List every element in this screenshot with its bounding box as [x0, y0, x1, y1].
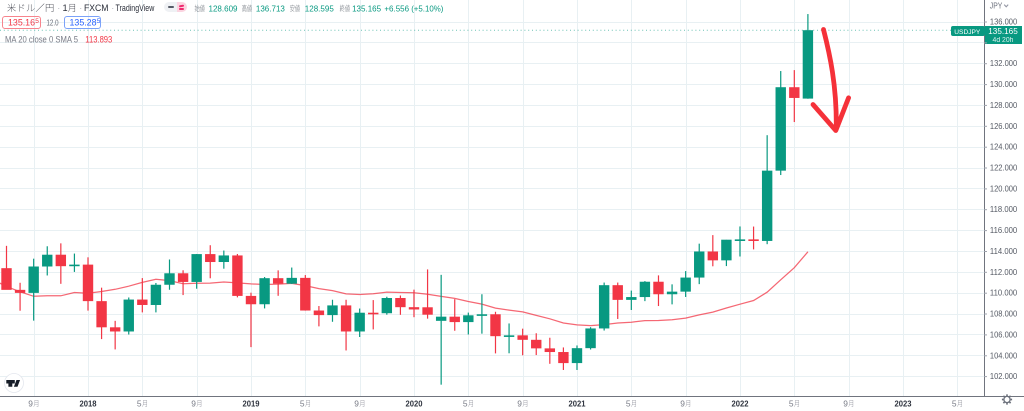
svg-text:5: 5: [97, 18, 101, 25]
svg-text:9: 9: [354, 398, 359, 408]
svg-text:TradingView: TradingView: [116, 3, 155, 13]
svg-text:126.000: 126.000: [990, 121, 1018, 131]
svg-text:9: 9: [517, 398, 522, 408]
svg-text:110.000: 110.000: [990, 288, 1018, 298]
svg-text:120.000: 120.000: [990, 183, 1018, 193]
svg-text:2018: 2018: [80, 398, 97, 408]
svg-text:5: 5: [300, 398, 305, 408]
svg-text:·: ·: [79, 3, 82, 13]
svg-text:116.000: 116.000: [990, 225, 1018, 235]
svg-text:102.000: 102.000: [990, 371, 1018, 381]
svg-text:5: 5: [789, 398, 794, 408]
svg-text:135.28: 135.28: [70, 18, 97, 28]
svg-text:FXCM: FXCM: [84, 3, 109, 13]
svg-text:104.000: 104.000: [990, 350, 1018, 360]
svg-text:9: 9: [843, 398, 848, 408]
svg-text:135.165: 135.165: [988, 26, 1018, 36]
svg-text:(+5.10%): (+5.10%): [411, 4, 443, 13]
svg-text:128.000: 128.000: [990, 100, 1018, 110]
svg-text:128.609: 128.609: [209, 4, 238, 13]
svg-text:9: 9: [28, 398, 33, 408]
svg-text:9: 9: [191, 398, 196, 408]
svg-text:122.000: 122.000: [990, 163, 1018, 173]
svg-text:135.16: 135.16: [8, 18, 35, 28]
svg-text:5: 5: [35, 18, 39, 25]
svg-text:5: 5: [626, 398, 631, 408]
svg-text:1: 1: [63, 3, 68, 13]
svg-text:4d 20h: 4d 20h: [993, 37, 1014, 44]
svg-text:2020: 2020: [406, 398, 423, 408]
svg-text:108.000: 108.000: [990, 309, 1018, 319]
svg-text:MA 20 close 0 SMA 5: MA 20 close 0 SMA 5: [5, 34, 78, 44]
svg-text:5: 5: [952, 398, 957, 408]
svg-text:9: 9: [680, 398, 685, 408]
svg-text:2023: 2023: [895, 398, 912, 408]
svg-text:136.713: 136.713: [256, 4, 285, 13]
svg-text:2022: 2022: [732, 398, 749, 408]
svg-text:130.000: 130.000: [990, 79, 1018, 89]
svg-text:135.165: 135.165: [352, 4, 381, 13]
svg-text:112.000: 112.000: [990, 267, 1018, 277]
svg-text:136.000: 136.000: [990, 17, 1018, 27]
svg-text:USDJPY: USDJPY: [954, 29, 980, 36]
svg-text:·: ·: [57, 3, 60, 13]
svg-text:JPY: JPY: [990, 1, 1003, 10]
svg-text:114.000: 114.000: [990, 246, 1018, 256]
svg-text:118.000: 118.000: [990, 204, 1018, 214]
svg-text:+6.556: +6.556: [384, 4, 409, 13]
svg-text:2021: 2021: [569, 398, 586, 408]
svg-text:128.595: 128.595: [305, 4, 334, 13]
svg-text:5: 5: [137, 398, 142, 408]
svg-text:5: 5: [463, 398, 468, 408]
svg-text:106.000: 106.000: [990, 329, 1018, 339]
svg-text:132.000: 132.000: [990, 58, 1018, 68]
svg-text:2019: 2019: [243, 398, 260, 408]
svg-text:113.893: 113.893: [85, 34, 112, 44]
svg-text:·: ·: [111, 3, 114, 13]
svg-text:12.0: 12.0: [47, 18, 59, 28]
svg-text:124.000: 124.000: [990, 142, 1018, 152]
